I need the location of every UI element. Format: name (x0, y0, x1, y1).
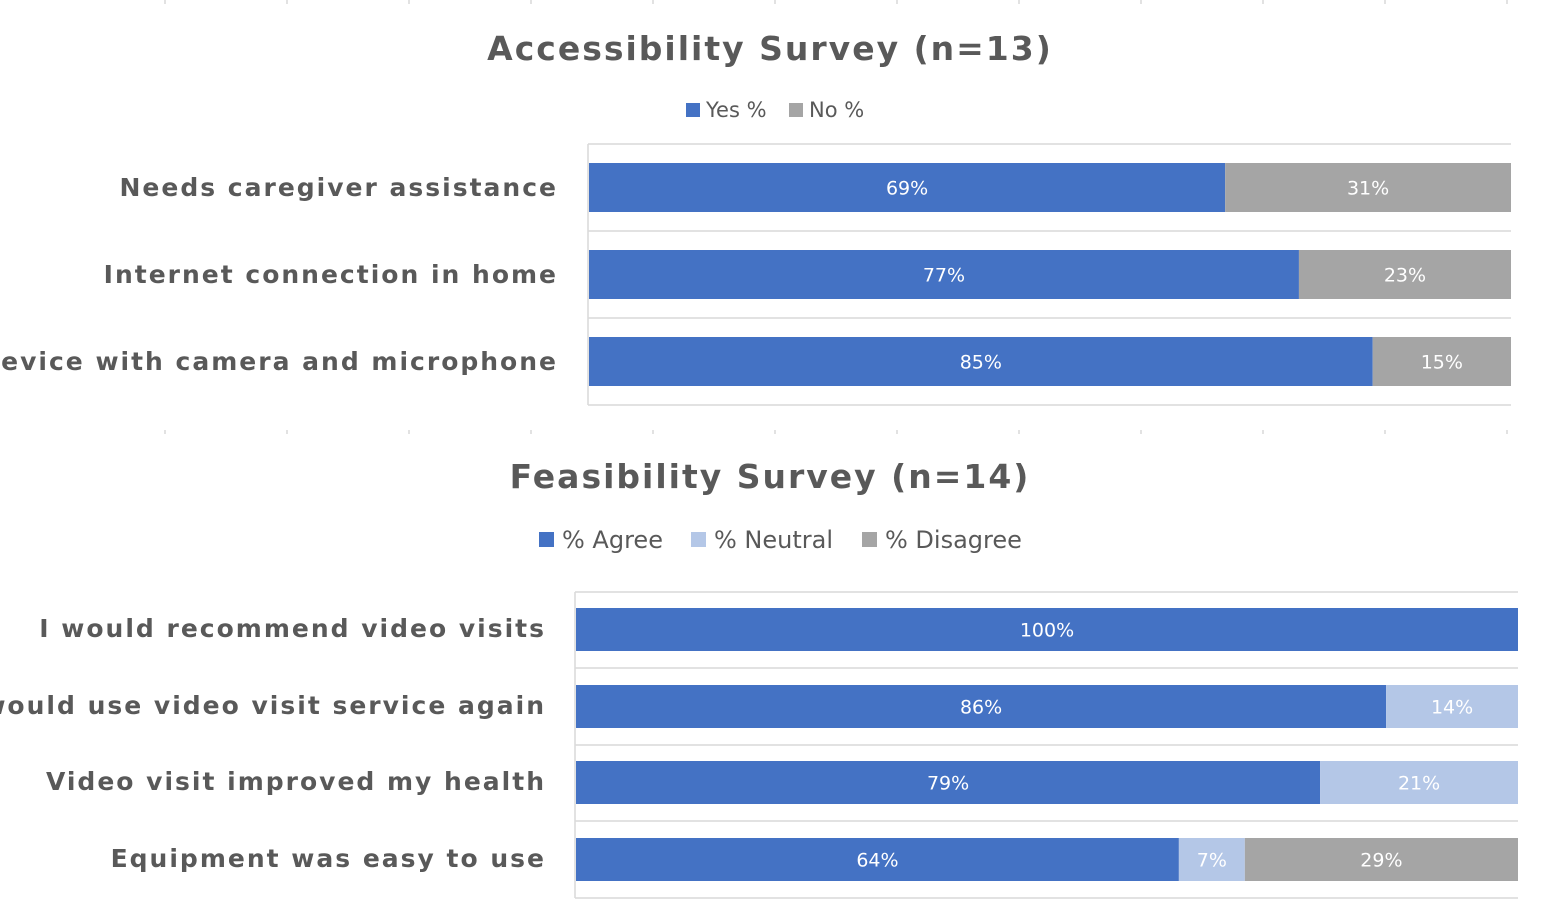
legend-label-agree: % Agree (562, 526, 663, 554)
category-label: Needs caregiver assistance (119, 173, 558, 202)
chart-title: Accessibility Survey (n=13) (487, 29, 1053, 68)
bar-segment (1386, 685, 1518, 728)
bar-segment (1320, 761, 1518, 804)
category-label: I would recommend video visits (39, 614, 546, 643)
bar-value-label: 100% (1020, 620, 1074, 642)
bar-value-label: 64% (856, 850, 898, 872)
bar-value-label: 69% (886, 178, 928, 200)
bar-group-feasibility: 100% 86% 14% 79% 21% 64% 7% 29% (576, 608, 1518, 881)
bar-value-label: 85% (960, 352, 1002, 374)
bar-value-label: 14% (1431, 697, 1473, 719)
legend-label-neutral: % Neutral (714, 526, 833, 554)
bar-segment (589, 250, 1299, 299)
legend-swatch-yes (686, 103, 700, 117)
category-label: Device with camera and microphone (0, 347, 558, 376)
legend-swatch-agree (539, 532, 554, 547)
bar-segment (1244, 838, 1518, 881)
bar-segment (576, 608, 1518, 651)
bar-value-label: 23% (1384, 265, 1426, 287)
legend-label-no: No % (809, 98, 864, 122)
legend-swatch-neutral (691, 532, 706, 547)
bar-segment (1225, 163, 1511, 212)
bar-segment (576, 838, 1179, 881)
bar-segment (576, 761, 1321, 804)
bar-value-label: 7% (1197, 850, 1227, 872)
category-label: I would use video visit service again (0, 691, 546, 720)
bar-value-label: 29% (1360, 850, 1402, 872)
bar-value-label: 86% (960, 697, 1002, 719)
plot-area (587, 143, 1511, 406)
chart-legend: % Agree % Neutral % Disagree (539, 526, 1022, 554)
bar-value-label: 77% (923, 265, 965, 287)
bar-segment (1298, 250, 1511, 299)
bar-value-label: 79% (927, 773, 969, 795)
chart-legend: Yes % No % (686, 98, 864, 122)
bar-segment (576, 685, 1387, 728)
category-label: Equipment was easy to use (111, 844, 546, 873)
category-label: Internet connection in home (104, 260, 558, 289)
bar-value-label: 31% (1347, 178, 1389, 200)
legend-swatch-no (789, 103, 803, 117)
bar-value-label: 21% (1398, 773, 1440, 795)
plot-area (574, 591, 1518, 899)
bar-segment (1178, 838, 1245, 881)
legend-label-disagree: % Disagree (885, 526, 1022, 554)
bar-segment (589, 337, 1373, 386)
legend-swatch-disagree (862, 532, 877, 547)
bar-value-label: 15% (1421, 352, 1463, 374)
category-label: Video visit improved my health (46, 767, 546, 796)
bar-segment (589, 163, 1226, 212)
legend-label-yes: Yes % (705, 98, 767, 122)
bar-group-accessibility: 69% 31% 77% 23% 85% 15% (589, 163, 1511, 386)
chart-title: Feasibility Survey (n=14) (510, 457, 1031, 496)
bar-segment (1372, 337, 1511, 386)
